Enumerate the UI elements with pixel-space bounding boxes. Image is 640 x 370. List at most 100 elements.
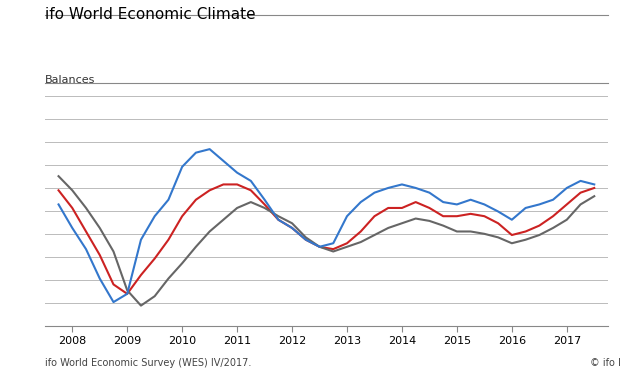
- Economic expectations: [398, 182, 406, 186]
- Assessment of economic situation: [330, 249, 337, 254]
- Assessment of economic situation: [247, 200, 255, 204]
- Economic expectations: [481, 202, 488, 207]
- Economic expectations: [260, 198, 268, 202]
- Economic expectations: [68, 226, 76, 230]
- Assessment of economic situation: [302, 235, 310, 240]
- Economic climate: [371, 214, 378, 218]
- Economic climate: [536, 223, 543, 228]
- Economic climate: [563, 202, 571, 207]
- Economic expectations: [137, 238, 145, 242]
- Economic climate: [522, 229, 529, 234]
- Economic expectations: [371, 191, 378, 195]
- Economic climate: [439, 214, 447, 218]
- Assessment of economic situation: [494, 235, 502, 240]
- Economic expectations: [536, 202, 543, 207]
- Assessment of economic situation: [233, 206, 241, 210]
- Assessment of economic situation: [439, 223, 447, 228]
- Economic climate: [467, 212, 474, 216]
- Economic climate: [577, 191, 584, 195]
- Assessment of economic situation: [164, 276, 172, 281]
- Assessment of economic situation: [549, 226, 557, 230]
- Economic expectations: [330, 241, 337, 245]
- Economic climate: [508, 233, 516, 237]
- Economic expectations: [426, 191, 433, 195]
- Economic climate: [192, 198, 200, 202]
- Economic expectations: [316, 245, 323, 249]
- Economic climate: [385, 206, 392, 210]
- Economic expectations: [124, 292, 131, 296]
- Economic climate: [220, 182, 227, 186]
- Text: ifo World Economic Survey (WES) IV/2017.: ifo World Economic Survey (WES) IV/2017.: [45, 358, 251, 368]
- Economic expectations: [522, 206, 529, 210]
- Economic climate: [247, 188, 255, 192]
- Economic expectations: [288, 226, 296, 230]
- Assessment of economic situation: [179, 261, 186, 265]
- Assessment of economic situation: [508, 241, 516, 245]
- Economic expectations: [206, 147, 214, 151]
- Economic expectations: [179, 165, 186, 169]
- Economic expectations: [577, 179, 584, 183]
- Economic climate: [124, 292, 131, 296]
- Economic climate: [137, 273, 145, 277]
- Economic expectations: [385, 186, 392, 190]
- Assessment of economic situation: [343, 245, 351, 249]
- Economic expectations: [563, 186, 571, 190]
- Assessment of economic situation: [54, 174, 62, 178]
- Assessment of economic situation: [536, 233, 543, 237]
- Assessment of economic situation: [467, 229, 474, 234]
- Economic climate: [109, 282, 117, 287]
- Economic climate: [151, 256, 159, 261]
- Assessment of economic situation: [124, 288, 131, 293]
- Economic climate: [68, 206, 76, 210]
- Assessment of economic situation: [275, 214, 282, 218]
- Economic expectations: [109, 300, 117, 304]
- Economic climate: [494, 221, 502, 225]
- Economic expectations: [302, 238, 310, 242]
- Economic expectations: [82, 247, 90, 251]
- Economic climate: [260, 202, 268, 207]
- Economic expectations: [467, 198, 474, 202]
- Economic expectations: [549, 198, 557, 202]
- Economic climate: [357, 229, 365, 234]
- Assessment of economic situation: [288, 221, 296, 225]
- Assessment of economic situation: [151, 294, 159, 299]
- Assessment of economic situation: [563, 218, 571, 222]
- Economic expectations: [96, 276, 104, 281]
- Assessment of economic situation: [260, 206, 268, 210]
- Assessment of economic situation: [137, 303, 145, 308]
- Assessment of economic situation: [412, 216, 420, 221]
- Economic expectations: [164, 198, 172, 202]
- Line: Economic expectations: Economic expectations: [58, 149, 595, 302]
- Line: Assessment of economic situation: Assessment of economic situation: [58, 176, 595, 306]
- Assessment of economic situation: [357, 240, 365, 244]
- Economic expectations: [494, 209, 502, 214]
- Text: ifo World Economic Climate: ifo World Economic Climate: [45, 7, 255, 22]
- Economic expectations: [233, 171, 241, 175]
- Assessment of economic situation: [109, 249, 117, 254]
- Line: Economic climate: Economic climate: [58, 184, 595, 294]
- Economic expectations: [453, 202, 461, 207]
- Economic climate: [549, 214, 557, 218]
- Economic climate: [164, 238, 172, 242]
- Economic climate: [398, 206, 406, 210]
- Economic expectations: [192, 151, 200, 155]
- Economic expectations: [343, 214, 351, 218]
- Assessment of economic situation: [398, 221, 406, 225]
- Assessment of economic situation: [385, 226, 392, 230]
- Economic climate: [206, 188, 214, 192]
- Economic expectations: [591, 182, 598, 186]
- Economic climate: [426, 206, 433, 210]
- Economic climate: [481, 214, 488, 218]
- Economic climate: [275, 218, 282, 222]
- Economic expectations: [357, 200, 365, 204]
- Text: Balances: Balances: [45, 75, 95, 85]
- Economic climate: [302, 238, 310, 242]
- Economic expectations: [275, 218, 282, 222]
- Economic expectations: [508, 218, 516, 222]
- Assessment of economic situation: [577, 202, 584, 207]
- Economic climate: [233, 182, 241, 186]
- Assessment of economic situation: [371, 233, 378, 237]
- Assessment of economic situation: [316, 245, 323, 249]
- Assessment of economic situation: [522, 238, 529, 242]
- Economic climate: [343, 241, 351, 245]
